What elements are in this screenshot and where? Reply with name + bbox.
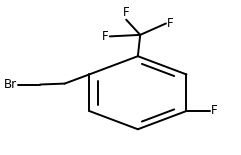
Text: F: F xyxy=(123,6,129,19)
Text: F: F xyxy=(167,17,174,30)
Text: Br: Br xyxy=(4,78,17,91)
Text: F: F xyxy=(211,104,218,117)
Text: F: F xyxy=(102,30,109,43)
